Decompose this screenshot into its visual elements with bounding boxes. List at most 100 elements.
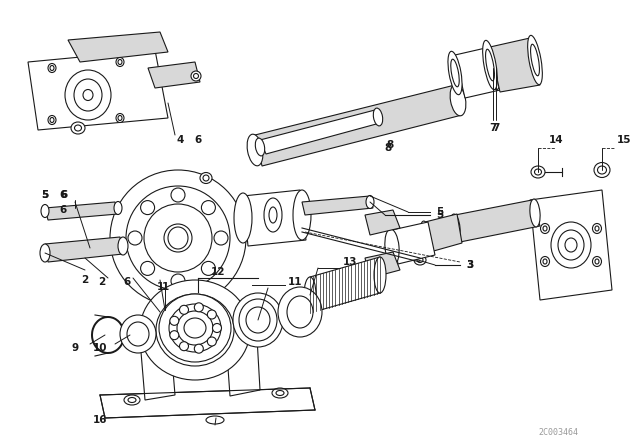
Ellipse shape xyxy=(272,388,288,398)
Ellipse shape xyxy=(170,316,179,325)
Ellipse shape xyxy=(74,125,81,131)
Text: 5: 5 xyxy=(436,207,444,217)
Ellipse shape xyxy=(450,84,466,116)
Polygon shape xyxy=(225,320,260,396)
Ellipse shape xyxy=(541,224,550,233)
Ellipse shape xyxy=(118,237,128,255)
Ellipse shape xyxy=(83,90,93,100)
Ellipse shape xyxy=(269,207,277,223)
Circle shape xyxy=(110,170,246,306)
Ellipse shape xyxy=(531,44,540,76)
Text: 2: 2 xyxy=(99,277,106,287)
Ellipse shape xyxy=(168,227,188,249)
Polygon shape xyxy=(140,334,175,400)
Ellipse shape xyxy=(247,134,263,166)
Ellipse shape xyxy=(233,293,283,347)
Circle shape xyxy=(141,261,155,276)
Ellipse shape xyxy=(50,65,54,70)
Text: 12: 12 xyxy=(211,267,225,277)
Circle shape xyxy=(171,188,185,202)
Ellipse shape xyxy=(41,204,49,217)
Ellipse shape xyxy=(239,299,277,341)
Ellipse shape xyxy=(420,221,430,253)
Text: 7: 7 xyxy=(492,123,500,133)
Ellipse shape xyxy=(207,337,216,346)
Text: 8: 8 xyxy=(387,140,394,150)
Circle shape xyxy=(171,274,185,288)
Text: 13: 13 xyxy=(343,257,357,267)
Ellipse shape xyxy=(448,52,462,95)
Text: 5: 5 xyxy=(436,210,444,220)
Ellipse shape xyxy=(179,342,189,351)
Text: 6: 6 xyxy=(195,135,202,145)
Polygon shape xyxy=(68,32,168,62)
Ellipse shape xyxy=(191,71,201,81)
Text: 2C003464: 2C003464 xyxy=(538,427,578,436)
Polygon shape xyxy=(490,38,540,92)
Text: 4: 4 xyxy=(176,135,184,145)
Polygon shape xyxy=(148,62,200,88)
Ellipse shape xyxy=(276,391,284,396)
Text: 14: 14 xyxy=(548,135,563,145)
Text: 10: 10 xyxy=(93,343,108,353)
Polygon shape xyxy=(243,190,306,246)
Circle shape xyxy=(202,261,216,276)
Ellipse shape xyxy=(255,138,265,156)
Circle shape xyxy=(141,201,155,215)
Ellipse shape xyxy=(373,108,383,126)
Ellipse shape xyxy=(65,70,111,120)
Text: 9: 9 xyxy=(72,343,79,353)
Polygon shape xyxy=(392,222,435,264)
Ellipse shape xyxy=(156,294,234,366)
Ellipse shape xyxy=(127,322,149,346)
Ellipse shape xyxy=(451,59,460,87)
Text: 11: 11 xyxy=(288,277,302,287)
Ellipse shape xyxy=(124,395,140,405)
Ellipse shape xyxy=(527,35,542,85)
Ellipse shape xyxy=(71,122,85,134)
Circle shape xyxy=(128,231,142,245)
Ellipse shape xyxy=(50,117,54,122)
Ellipse shape xyxy=(195,303,204,312)
Ellipse shape xyxy=(593,224,602,233)
Text: 7: 7 xyxy=(490,123,497,133)
Ellipse shape xyxy=(543,226,547,231)
Ellipse shape xyxy=(184,318,206,338)
Polygon shape xyxy=(365,252,400,278)
Ellipse shape xyxy=(193,73,198,78)
Text: 1: 1 xyxy=(161,282,168,292)
Ellipse shape xyxy=(414,255,426,265)
Ellipse shape xyxy=(565,238,577,252)
Polygon shape xyxy=(255,85,462,166)
Ellipse shape xyxy=(74,79,102,111)
Ellipse shape xyxy=(287,296,313,328)
Polygon shape xyxy=(45,202,118,220)
Text: 3: 3 xyxy=(467,260,474,270)
Ellipse shape xyxy=(374,257,386,293)
Text: 3: 3 xyxy=(467,260,474,270)
Ellipse shape xyxy=(595,259,599,264)
Ellipse shape xyxy=(203,175,209,181)
Ellipse shape xyxy=(116,113,124,122)
Polygon shape xyxy=(455,47,500,98)
Text: 2: 2 xyxy=(81,275,88,285)
Ellipse shape xyxy=(120,315,156,353)
Ellipse shape xyxy=(195,344,204,353)
Circle shape xyxy=(164,224,192,252)
Ellipse shape xyxy=(450,214,460,242)
Ellipse shape xyxy=(206,416,224,424)
Ellipse shape xyxy=(159,294,231,362)
Ellipse shape xyxy=(169,304,221,352)
Polygon shape xyxy=(45,237,123,262)
Text: 1: 1 xyxy=(156,282,164,292)
Ellipse shape xyxy=(541,257,550,267)
Text: 8: 8 xyxy=(385,143,392,153)
Polygon shape xyxy=(365,210,400,235)
Text: 16: 16 xyxy=(93,415,108,425)
Ellipse shape xyxy=(304,277,316,313)
Ellipse shape xyxy=(417,258,423,263)
Text: 6: 6 xyxy=(60,190,68,200)
Polygon shape xyxy=(425,214,462,252)
Ellipse shape xyxy=(551,222,591,268)
Circle shape xyxy=(202,201,216,215)
